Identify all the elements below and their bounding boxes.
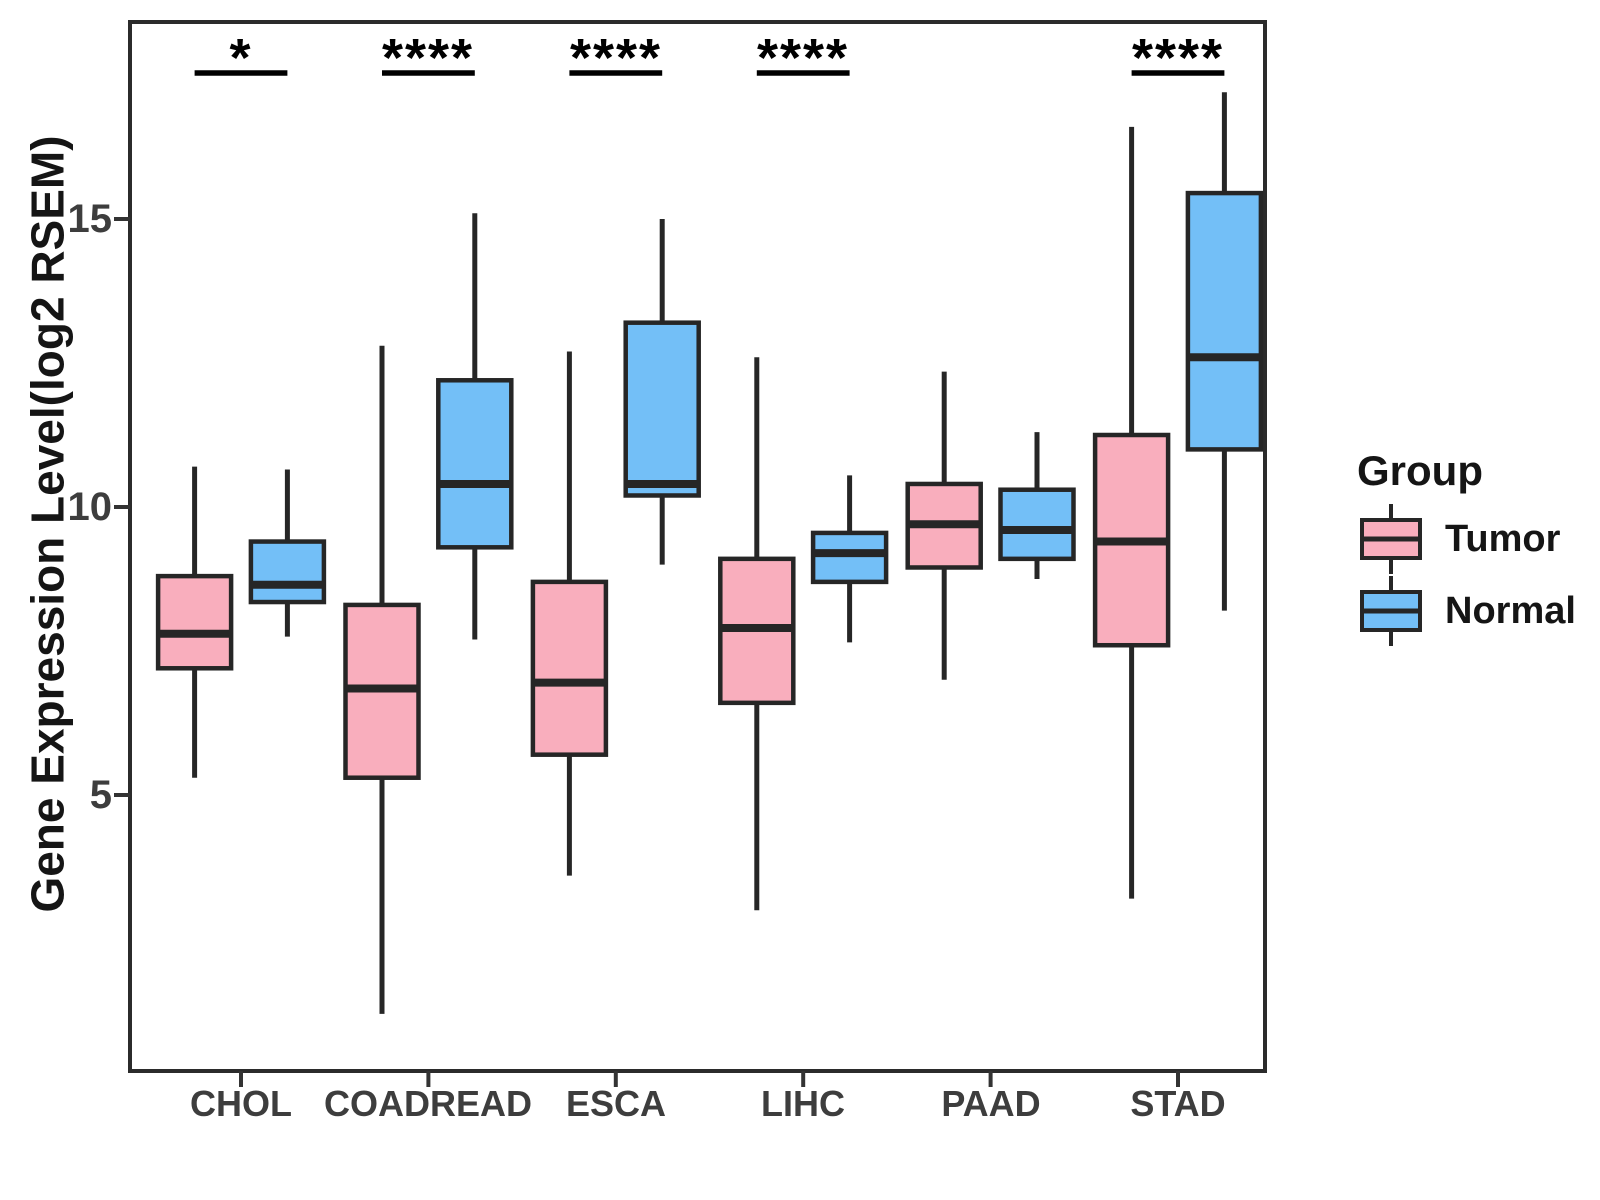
x-tick-label-stad: STAD: [1130, 1083, 1226, 1124]
legend-title: Group: [1357, 447, 1483, 494]
x-tick-label-esca: ESCA: [565, 1083, 667, 1124]
box-STAD-Normal: [1185, 190, 1264, 452]
box-ESCA-Normal: [623, 320, 701, 498]
y-tick-label-10: 10: [67, 485, 113, 529]
significance-label-lihc: ****: [756, 28, 850, 88]
y-tick-label-15: 15: [67, 197, 113, 241]
box-CHOL-Tumor: [155, 573, 234, 671]
box-CHOL-Normal: [248, 539, 327, 605]
legend-label-tumor: Tumor: [1445, 518, 1561, 560]
y-tick-label-5: 5: [89, 773, 112, 817]
significance-label-chol: *: [229, 28, 253, 88]
box-COADREAD-Normal: [436, 378, 514, 550]
significance-label-esca: ****: [569, 28, 663, 88]
x-tick-label-coadread: COADREAD: [323, 1083, 532, 1124]
box-ESCA-Tumor: [530, 579, 609, 757]
box-PAAD-Normal: [998, 487, 1076, 562]
x-tick-label-lihc: LIHC: [761, 1083, 845, 1124]
legend-label-normal: Normal: [1445, 590, 1576, 632]
significance-label-coadread: ****: [381, 28, 475, 88]
significance-label-stad: ****: [1131, 28, 1225, 88]
x-tick-label-paad: PAAD: [941, 1083, 1041, 1124]
significance-label-paad: [891, 30, 1091, 86]
x-tick-label-chol: CHOL: [190, 1083, 292, 1124]
box-LIHC-Normal: [810, 530, 889, 585]
